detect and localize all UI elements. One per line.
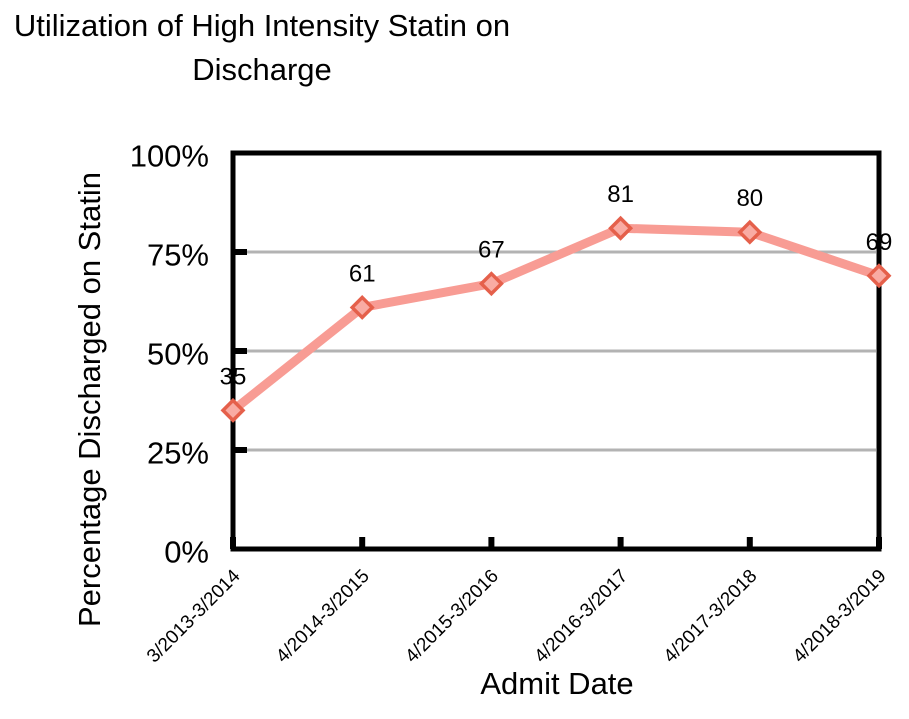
data-point-marker — [737, 219, 763, 245]
y-tick-label: 50% — [147, 337, 209, 372]
data-point-marker — [866, 263, 892, 289]
y-tick-label: 25% — [147, 436, 209, 471]
x-tick-label: 3/2013-3/2014 — [143, 565, 245, 667]
x-tick-label: 4/2018-3/2019 — [789, 566, 891, 668]
y-tick-label: 100% — [130, 139, 209, 174]
data-point-marker — [349, 294, 375, 320]
data-label: 35 — [220, 363, 247, 390]
series-group: 35 61 67 81 80 69 — [220, 181, 893, 423]
gridlines-group — [236, 250, 876, 452]
data-label: 69 — [866, 229, 893, 256]
data-label: 80 — [736, 185, 763, 212]
series-line — [228, 223, 884, 415]
data-point-marker — [478, 271, 504, 297]
y-tick-label: 0% — [164, 535, 209, 570]
data-point-marker — [220, 397, 246, 423]
data-label: 61 — [349, 260, 376, 287]
data-label: 81 — [607, 181, 634, 208]
x-tick-label: 4/2015-3/2016 — [401, 566, 503, 668]
chart-title: Utilization of High Intensity Statin on … — [13, 8, 511, 87]
x-tick-label: 4/2014-3/2015 — [272, 566, 374, 668]
axes-group — [230, 150, 882, 552]
x-tick-label: 4/2016-3/2017 — [531, 566, 633, 668]
x-tick-label: 4/2017-3/2018 — [660, 566, 762, 668]
data-label: 67 — [478, 237, 505, 264]
y-tick-label: 75% — [147, 238, 209, 273]
data-point-marker — [608, 215, 634, 241]
x-axis-title: Admit Date — [480, 666, 634, 701]
